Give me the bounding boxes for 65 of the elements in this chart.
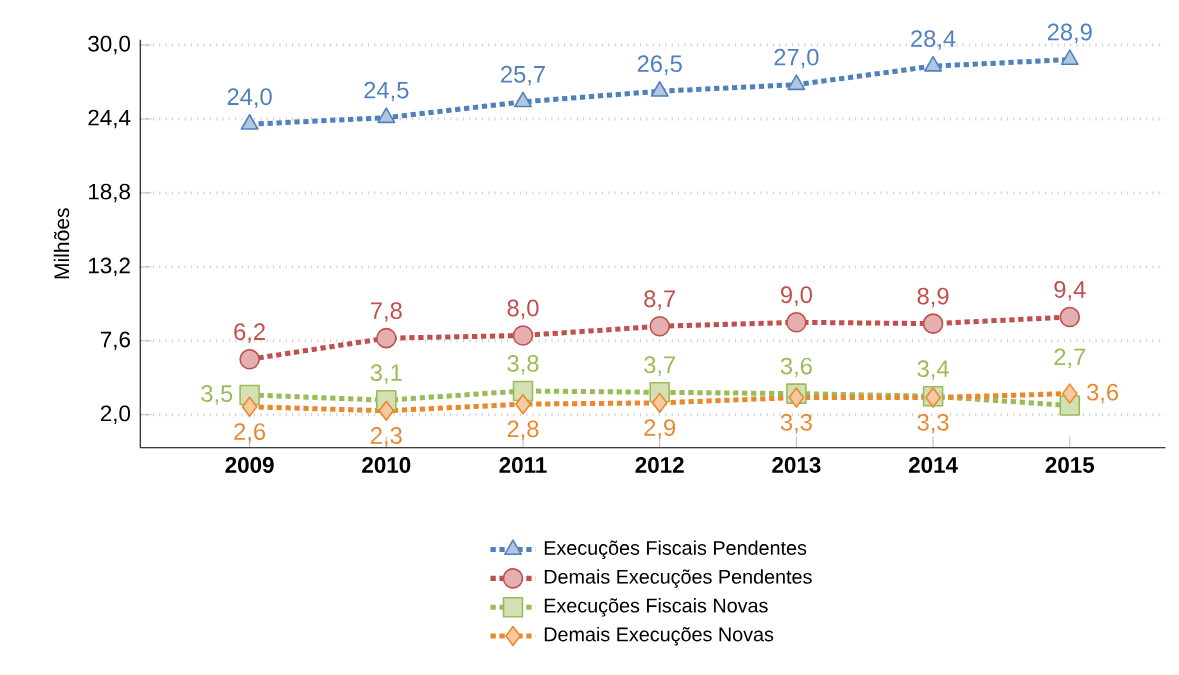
- y-tick-label: 24,4: [88, 109, 131, 129]
- data-label: 27,0: [774, 48, 819, 69]
- legend-label: Execuções Fiscais Novas: [544, 598, 768, 617]
- y-axis-title: Milhões: [53, 208, 70, 279]
- point: [515, 393, 531, 415]
- point: [1059, 306, 1081, 328]
- data-label: 3,3: [917, 413, 949, 434]
- point: [376, 327, 397, 349]
- point: [1060, 49, 1079, 66]
- data-label: 26,5: [637, 55, 682, 75]
- point: [514, 91, 533, 108]
- x-tick-label: 2012: [635, 457, 684, 473]
- data-label: 9,0: [781, 286, 812, 306]
- data-label: 3,8: [507, 355, 539, 375]
- legend-label: Demais Execuções Pendentes: [544, 569, 812, 588]
- data-label: 24,5: [364, 81, 409, 102]
- x-tick-label: 2015: [1045, 457, 1095, 473]
- point: [377, 107, 396, 124]
- point: [239, 349, 260, 370]
- data-label: 3,6: [780, 357, 812, 378]
- x-tick-label: 2009: [225, 457, 274, 473]
- data-label: 7,8: [371, 302, 402, 322]
- data-label: 2,3: [371, 427, 402, 447]
- point: [787, 74, 806, 91]
- data-label: 6,2: [234, 323, 265, 343]
- data-label: 25,7: [501, 65, 545, 86]
- point: [651, 392, 668, 414]
- data-label: 3,7: [644, 356, 675, 376]
- point: [1061, 383, 1078, 404]
- point: [512, 325, 534, 346]
- point: [240, 113, 259, 130]
- legend-label: Demais Execuções Novas: [544, 626, 774, 646]
- point: [650, 80, 669, 97]
- x-tick-label: 2010: [362, 457, 411, 473]
- data-label: 24,0: [227, 88, 272, 108]
- point: [378, 400, 395, 422]
- data-label: 3,1: [370, 364, 402, 384]
- y-tick-label: 18,8: [89, 183, 130, 203]
- x-tick-label: 2011: [499, 457, 547, 473]
- data-label: 8,0: [507, 299, 539, 320]
- legend-label: Execuções Fiscais Pendentes: [544, 540, 807, 559]
- data-label: 2,9: [644, 419, 676, 439]
- y-tick-label: 2,0: [100, 405, 131, 424]
- y-tick-label: 7,6: [100, 331, 130, 351]
- point: [922, 313, 944, 334]
- point: [924, 55, 943, 72]
- data-label: 8,9: [917, 287, 949, 308]
- data-label: 8,7: [644, 290, 675, 310]
- y-tick-label: 30,0: [88, 35, 131, 55]
- y-tick-label: 13,2: [89, 257, 130, 277]
- x-tick-label: 2014: [908, 457, 958, 473]
- data-label: 3,6: [1087, 383, 1119, 404]
- data-label: 2,6: [234, 423, 266, 443]
- data-label: 2,8: [507, 420, 539, 441]
- data-label: 2,7: [1054, 348, 1086, 369]
- point: [786, 312, 807, 333]
- point: [241, 396, 258, 418]
- data-label: 9,4: [1054, 281, 1086, 301]
- x-tick-label: 2013: [772, 457, 821, 473]
- data-label: 3,5: [201, 385, 233, 405]
- data-label: 28,9: [1047, 23, 1092, 44]
- data-label: 28,4: [911, 30, 956, 50]
- data-label: 3,3: [780, 413, 812, 434]
- point: [649, 315, 670, 337]
- data-label: 3,4: [917, 360, 949, 380]
